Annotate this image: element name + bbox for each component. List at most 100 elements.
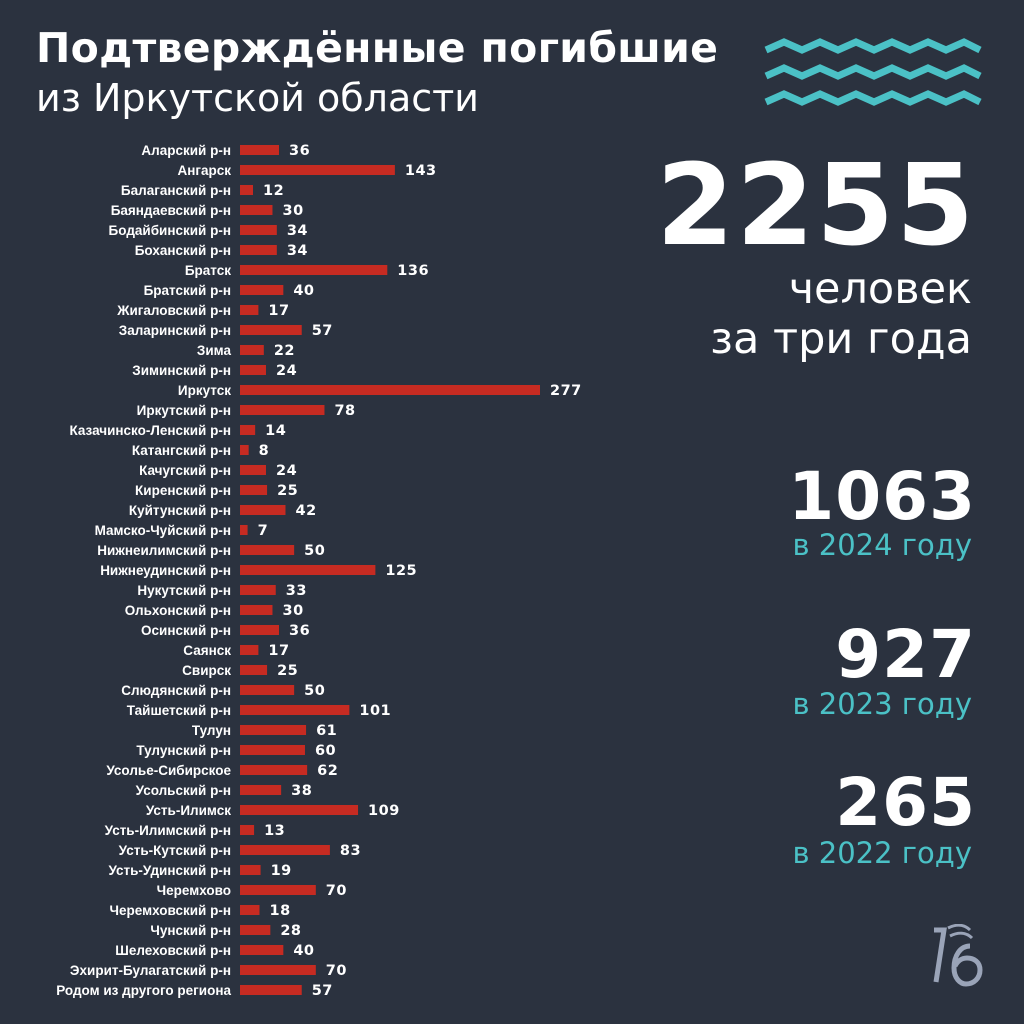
bar	[240, 285, 284, 295]
category-label: Тайшетский р-н	[127, 703, 231, 718]
lb-logo-icon	[933, 924, 983, 987]
value-label: 7	[258, 523, 269, 539]
value-label: 19	[271, 863, 292, 879]
zigzag-waves-icon	[764, 38, 982, 106]
value-label: 34	[287, 243, 308, 259]
category-label: Куйтунский р-н	[129, 503, 231, 518]
bar	[240, 225, 277, 235]
bar	[240, 245, 277, 255]
category-label: Бодайбинский р-н	[109, 223, 231, 238]
value-label: 24	[276, 463, 297, 479]
bar	[240, 785, 282, 795]
page-subtitle: из Иркутской области	[36, 76, 479, 120]
category-label: Усть-Удинский р-н	[108, 863, 231, 878]
bar	[240, 205, 273, 215]
value-label: 136	[397, 263, 429, 279]
category-label: Балаганский р-н	[121, 183, 231, 198]
value-label: 38	[291, 783, 312, 799]
year-2023-caption: в 2023 году	[792, 687, 972, 721]
category-label: Нижнеудинский р-н	[100, 563, 231, 578]
value-label: 50	[304, 683, 325, 699]
value-label: 30	[282, 603, 303, 619]
category-label: Зима	[197, 343, 232, 358]
value-label: 277	[550, 383, 582, 399]
bar	[240, 765, 308, 775]
year-2022-value: 265	[835, 764, 976, 841]
value-label: 22	[274, 343, 295, 359]
value-label: 12	[263, 183, 284, 199]
category-label: Мамско-Чуйский р-н	[95, 523, 231, 538]
value-label: 83	[340, 843, 361, 859]
value-label: 8	[259, 443, 270, 459]
value-label: 57	[312, 323, 333, 339]
value-label: 13	[264, 823, 285, 839]
bar	[240, 525, 248, 535]
bar	[240, 645, 259, 655]
bar	[240, 505, 286, 515]
total-caption-line1: человек	[788, 264, 972, 314]
bar	[240, 905, 260, 915]
category-label: Саянск	[183, 643, 231, 658]
bar	[240, 685, 295, 695]
category-label: Иркутск	[178, 383, 231, 398]
category-label: Заларинский р-н	[119, 323, 231, 338]
value-label: 17	[268, 643, 289, 659]
category-label: Черемховский р-н	[110, 903, 231, 918]
bar	[240, 925, 271, 935]
bar	[240, 185, 253, 195]
category-label: Боханский р-н	[135, 243, 231, 258]
category-label: Катангский р-н	[132, 443, 231, 458]
year-2024-caption: в 2024 году	[792, 528, 972, 562]
value-label: 40	[293, 283, 314, 299]
value-label: 36	[289, 623, 310, 639]
bar	[240, 305, 259, 315]
category-label: Зиминский р-н	[132, 363, 231, 378]
category-label: Усть-Илимский р-н	[105, 823, 231, 838]
bar	[240, 165, 395, 175]
category-label: Усольский р-н	[136, 783, 231, 798]
bar	[240, 325, 302, 335]
bar	[240, 265, 388, 275]
value-label: 25	[277, 483, 298, 499]
bar	[240, 705, 350, 715]
bar	[240, 865, 261, 875]
value-label: 57	[312, 983, 333, 999]
bar	[240, 425, 256, 435]
category-label: Жигаловский р-н	[116, 303, 231, 318]
bar	[240, 725, 307, 735]
category-label: Нижнеилимский р-н	[97, 543, 231, 558]
value-label: 25	[277, 663, 298, 679]
category-label: Усть-Кутский р-н	[119, 843, 231, 858]
value-label: 36	[289, 143, 310, 159]
bar	[240, 625, 279, 635]
bar	[240, 145, 279, 155]
value-label: 14	[265, 423, 286, 439]
category-label: Усолье-Сибирское	[106, 763, 231, 778]
bar	[240, 665, 268, 675]
bar	[240, 465, 266, 475]
category-label: Эхирит-Булагатский р-н	[70, 963, 231, 978]
bar	[240, 805, 359, 815]
bar	[240, 965, 316, 975]
value-label: 18	[269, 903, 290, 919]
bar	[240, 825, 255, 835]
value-label: 42	[295, 503, 316, 519]
value-label: 70	[326, 963, 347, 979]
category-label: Тулун	[192, 723, 231, 738]
bar	[240, 945, 284, 955]
bar	[240, 445, 249, 455]
value-label: 125	[385, 563, 417, 579]
bar	[240, 985, 302, 995]
value-label: 70	[326, 883, 347, 899]
page-title: Подтверждённые погибшие	[36, 24, 719, 72]
value-label: 24	[276, 363, 297, 379]
category-label: Ангарск	[177, 163, 231, 178]
value-label: 61	[316, 723, 337, 739]
value-label: 28	[280, 923, 301, 939]
year-2024-value: 1063	[788, 458, 976, 535]
value-label: 62	[317, 763, 338, 779]
year-2023-value: 927	[835, 616, 976, 693]
value-label: 143	[405, 163, 437, 179]
year-2022-caption: в 2022 году	[792, 836, 972, 870]
category-label: Баяндаевский р-н	[111, 203, 231, 218]
